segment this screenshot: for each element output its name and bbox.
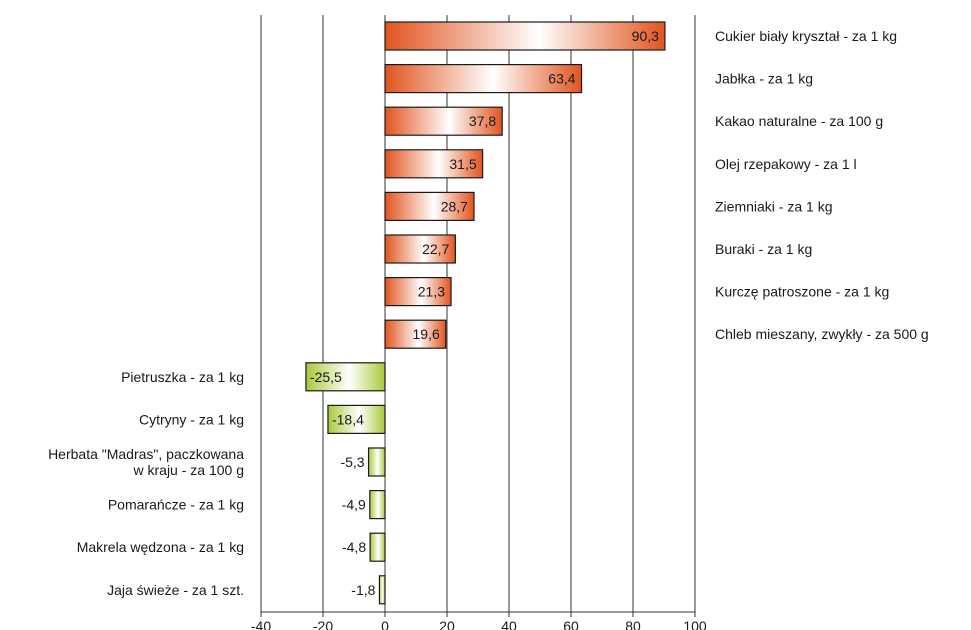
x-tick-label: 0 — [381, 618, 389, 630]
x-tick-label: 80 — [625, 618, 641, 630]
category-label: Jaja świeże - za 1 szt. — [107, 582, 244, 598]
category-label: Jabłka - za 1 kg — [715, 71, 813, 87]
category-label: Herbata "Madras", paczkowana w kraju - za… — [48, 446, 244, 478]
bar — [384, 319, 447, 349]
data-label: -1,8 — [351, 582, 375, 598]
x-axis: -40 -20 0 20 40 60 80 100 — [251, 611, 707, 630]
bar — [367, 447, 386, 477]
x-tick-label: 40 — [501, 618, 517, 630]
bar — [305, 362, 386, 392]
category-label: Cytryny - za 1 kg — [139, 411, 244, 427]
x-tick-label: 60 — [563, 618, 579, 630]
category-label: Chleb mieszany, zwykły - za 500 g — [715, 326, 929, 342]
data-label: 90,3 — [632, 28, 659, 44]
category-label: Makrela wędzona - za 1 kg — [77, 539, 244, 555]
data-label: -5,3 — [340, 454, 364, 470]
data-label: -25,5 — [310, 369, 342, 385]
data-label: 31,5 — [449, 156, 476, 172]
data-label: -18,4 — [332, 411, 364, 427]
bars: 90,3 63,4 37,8 31,5 28,7 22,7 21,3 19,6 -25,5 -18… — [305, 21, 666, 605]
category-label: Buraki - za 1 kg — [715, 241, 812, 257]
grid-lines — [260, 15, 696, 612]
bar — [384, 106, 503, 136]
bar — [369, 532, 386, 562]
bar — [384, 21, 666, 51]
data-label: -4,8 — [342, 539, 366, 555]
bar — [384, 191, 475, 221]
x-tick-label: 100 — [683, 618, 707, 630]
x-tick-label: -20 — [313, 618, 333, 630]
data-label: 21,3 — [418, 284, 445, 300]
category-label: Cukier biały kryształ - za 1 kg — [715, 28, 897, 44]
category-label: Kakao naturalne - za 100 g — [715, 113, 883, 129]
data-label: 28,7 — [441, 198, 468, 214]
bar — [369, 490, 386, 520]
category-label: Olej rzepakowy - za 1 l — [715, 156, 857, 172]
bar — [384, 277, 452, 307]
bar — [378, 575, 386, 605]
bar — [327, 404, 386, 434]
data-label: 63,4 — [548, 71, 575, 87]
bar — [384, 234, 456, 264]
data-label: -4,9 — [342, 497, 366, 513]
category-label: Kurczę patroszone - za 1 kg — [715, 284, 889, 300]
data-label: 19,6 — [413, 326, 440, 342]
category-label: Pomarańcze - za 1 kg — [108, 497, 244, 513]
x-tick-label: -40 — [251, 618, 271, 630]
data-label: 37,8 — [469, 113, 496, 129]
bar — [384, 149, 484, 179]
data-label: 22,7 — [422, 241, 449, 257]
category-label: Ziemniaki - za 1 kg — [715, 198, 832, 214]
x-tick-label: 20 — [439, 618, 455, 630]
bar — [384, 63, 583, 94]
category-label: Pietruszka - za 1 kg — [121, 369, 244, 385]
category-labels: Cukier biały kryształ - za 1 kg Jabłka - … — [48, 28, 929, 598]
